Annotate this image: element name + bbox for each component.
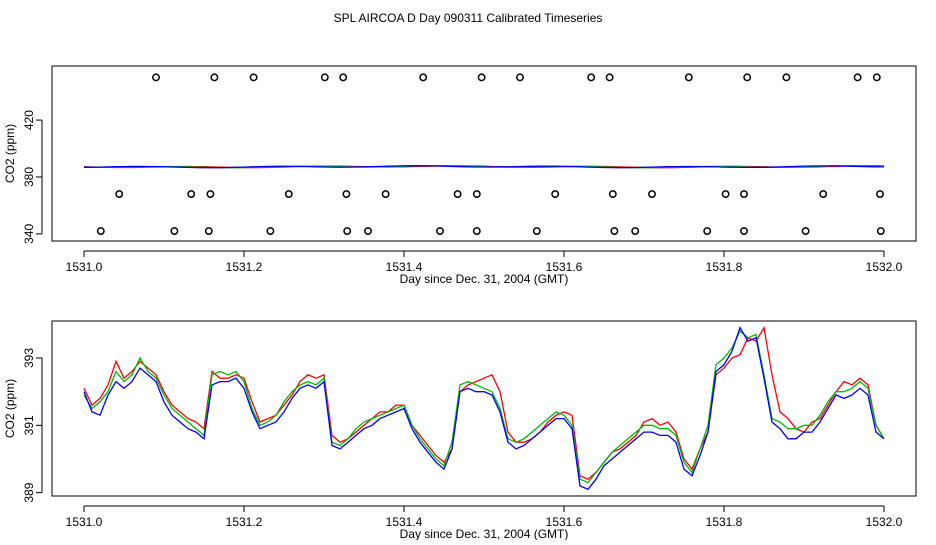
x-tick-label: 1531.6 — [546, 260, 583, 274]
x-tick-label: 1531.4 — [386, 515, 423, 529]
calibration-point — [853, 73, 862, 82]
y-tick-label: 380 — [22, 167, 36, 187]
calibration-point — [115, 190, 124, 198]
y-tick-label: 389 — [22, 482, 36, 502]
calibration-point — [631, 227, 640, 235]
panel-top: 1531.0 1531.2 1531.4 1531.6 1531.8 1532.0 Day … — [3, 65, 917, 286]
calibration-point — [342, 190, 351, 198]
chart-title: SPL AIRCOA D Day 090311 Calibrated Times… — [334, 11, 603, 25]
calibration-point — [436, 227, 444, 235]
x-tick-label: 1531.4 — [386, 260, 423, 274]
calibration-point — [703, 227, 712, 235]
calibration-point — [320, 73, 329, 82]
y-tick-label: 420 — [22, 110, 36, 130]
calibration-point — [204, 227, 213, 235]
x-tick-label: 1531.6 — [546, 515, 583, 529]
plot-frame — [51, 65, 917, 242]
calibration-point — [782, 73, 791, 82]
y-tick-label: 393 — [22, 348, 36, 368]
y-axis-label: CO2 (ppm) — [3, 379, 17, 438]
calibration-point — [740, 190, 748, 198]
y-axis-label: CO2 (ppm) — [3, 124, 17, 183]
series-line-red — [83, 325, 885, 480]
calibration-point — [532, 227, 541, 235]
calibration-point — [876, 227, 885, 235]
calibration-point — [648, 190, 656, 198]
calibration-point — [96, 227, 105, 235]
x-tick-label: 1531.0 — [66, 515, 103, 529]
x-tick-label: 1532.0 — [866, 515, 903, 529]
calibration-point — [266, 227, 275, 235]
calibration-point — [801, 227, 810, 235]
calibration-point — [608, 190, 617, 198]
calibration-point — [516, 73, 524, 82]
calibration-point — [477, 73, 486, 82]
calibration-point — [743, 73, 752, 82]
x-tick-label: 1531.8 — [706, 260, 743, 274]
calibration-point — [872, 73, 881, 82]
calibration-point — [284, 190, 293, 198]
panel-bottom: 1531.0 1531.2 1531.4 1531.6 1531.8 1532.0 Day … — [3, 320, 917, 541]
calibration-point — [210, 73, 219, 82]
y-tick-label: 391 — [22, 415, 36, 435]
calibration-point — [472, 190, 481, 198]
calibration-point — [819, 190, 828, 198]
x-tick-label: 1531.0 — [66, 260, 103, 274]
x-tick-label: 1531.2 — [226, 260, 263, 274]
x-axis-label: Day since Dec. 31, 2004 (GMT) — [400, 527, 569, 540]
calibration-point — [472, 227, 481, 235]
calibration-point — [610, 227, 619, 235]
plot-frame — [51, 320, 917, 497]
calibration-point — [187, 190, 196, 198]
calibration-point — [381, 190, 390, 198]
x-tick-label: 1531.2 — [226, 515, 263, 529]
series-line-green — [83, 330, 885, 484]
calibration-point — [876, 190, 884, 198]
calibration-point — [206, 190, 215, 198]
series-line-blue — [83, 326, 885, 491]
calibration-point — [551, 190, 560, 198]
calibration-point — [740, 227, 748, 235]
calibration-point — [364, 227, 372, 235]
x-axis-label: Day since Dec. 31, 2004 (GMT) — [400, 272, 569, 286]
calibration-point — [419, 73, 428, 82]
x-tick-label: 1531.8 — [706, 515, 743, 529]
calibration-point — [605, 73, 614, 82]
calibration-point — [587, 73, 596, 82]
chart-panels: 1531.0 1531.2 1531.4 1531.6 1531.8 1532.0 Day … — [3, 65, 917, 541]
calibration-point — [684, 73, 693, 82]
series-line-blue — [83, 165, 885, 169]
calibration-point — [339, 73, 348, 82]
y-tick-label: 340 — [22, 224, 36, 244]
calibration-point — [249, 73, 258, 82]
x-tick-label: 1532.0 — [866, 260, 903, 274]
calibration-point — [170, 227, 179, 235]
calibration-point — [721, 190, 730, 198]
calibration-point — [152, 73, 160, 82]
calibration-point — [453, 190, 462, 198]
calibration-point — [343, 227, 352, 235]
